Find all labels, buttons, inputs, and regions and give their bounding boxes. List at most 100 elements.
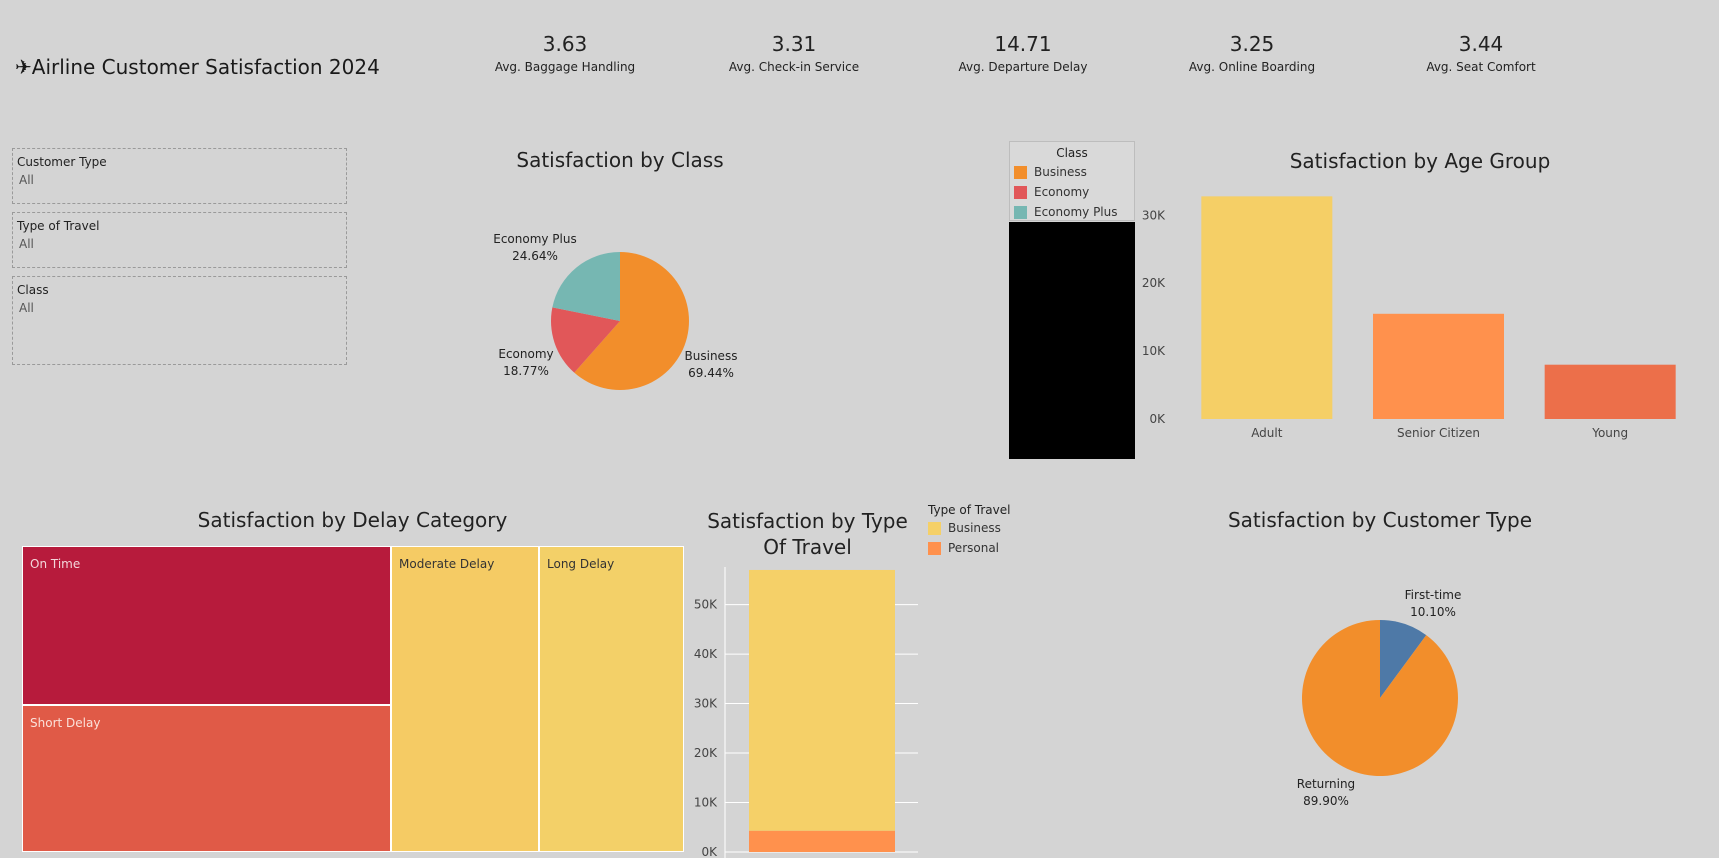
legend-item-business[interactable]: Business <box>1014 162 1118 182</box>
legend-swatch <box>928 521 941 535</box>
legend-label: Business <box>948 521 1001 535</box>
class-legend-items: Business Economy Economy Plus <box>1014 162 1118 222</box>
legend-swatch <box>1014 205 1027 219</box>
customer-pie-label-first-time: First-time 10.10% <box>1397 587 1469 621</box>
kpi-label: Avg. Online Boarding <box>1188 60 1316 74</box>
y-tick-label: 40K <box>694 647 718 661</box>
x-tick-label: Young <box>1591 426 1628 440</box>
pie-slice-business[interactable] <box>574 252 689 390</box>
slice-name: Economy <box>498 347 554 361</box>
filter-class[interactable]: Class All <box>12 276 347 365</box>
pie-slice-returning[interactable] <box>1302 620 1458 776</box>
filter-value[interactable]: All <box>19 301 34 315</box>
filter-value[interactable]: All <box>19 173 34 187</box>
age-bar-title: Satisfaction by Age Group <box>1289 149 1551 173</box>
slice-pct: 24.64% <box>512 249 558 263</box>
travel-bar-chart: 0K 10K 20K 30K 40K 50K <box>694 567 918 858</box>
slice-name: Economy Plus <box>493 232 577 246</box>
kpi-label: Avg. Departure Delay <box>958 60 1088 74</box>
kpi-label: Avg. Seat Comfort <box>1426 60 1536 74</box>
filter-type-of-travel[interactable]: Type of Travel All <box>12 212 347 268</box>
kpi-value: 3.44 <box>1458 32 1504 56</box>
filter-customer-type[interactable]: Customer Type All <box>12 148 347 204</box>
treemap-cell-moderate-delay[interactable]: Moderate Delay <box>392 547 538 851</box>
kpi-departure-delay: 14.71 Avg. Departure Delay <box>923 32 1123 74</box>
legend-label: Business <box>1034 165 1087 179</box>
treemap-cell-on-time[interactable]: On Time <box>23 547 390 704</box>
dashboard-title: ✈Airline Customer Satisfaction 2024 <box>15 55 380 79</box>
bar-adult[interactable] <box>1201 196 1333 419</box>
customer-pie-title: Satisfaction by Customer Type <box>1227 508 1533 532</box>
kpi-value: 3.25 <box>1229 32 1275 56</box>
slice-pct: 89.90% <box>1303 794 1349 808</box>
kpi-value: 3.31 <box>771 32 817 56</box>
bar-segment-business[interactable] <box>749 569 895 831</box>
y-tick-label: 0K <box>701 845 718 858</box>
legend-item-economy-plus[interactable]: Economy Plus <box>1014 202 1118 222</box>
slice-name: Returning <box>1296 777 1356 791</box>
customer-pie-chart <box>1302 620 1458 776</box>
y-tick-label: 10K <box>1142 344 1166 358</box>
slice-name: First-time <box>1404 588 1462 602</box>
treemap-label: Moderate Delay <box>399 557 495 571</box>
legend-item-business[interactable]: Business <box>928 518 1010 538</box>
kpi-value: 14.71 <box>994 32 1052 56</box>
filter-label: Type of Travel <box>17 219 100 233</box>
class-pie-label-economy: Economy 18.77% <box>491 346 561 380</box>
slice-pct: 69.44% <box>688 366 734 380</box>
y-tick-label: 50K <box>694 598 718 612</box>
pie-slice-first-time[interactable] <box>1380 620 1427 698</box>
legend-label: Economy <box>1034 185 1090 199</box>
kpi-checkin-service: 3.31 Avg. Check-in Service <box>694 32 894 74</box>
customer-pie-label-returning: Returning 89.90% <box>1290 776 1362 810</box>
bar-senior-citizen[interactable] <box>1373 313 1504 419</box>
slice-pct: 10.10% <box>1410 605 1456 619</box>
bar-segment-personal[interactable] <box>749 830 895 852</box>
treemap-cell-short-delay[interactable]: Short Delay <box>23 706 390 851</box>
kpi-online-boarding: 3.25 Avg. Online Boarding <box>1152 32 1352 74</box>
class-pie-title: Satisfaction by Class <box>516 148 724 172</box>
filter-value[interactable]: All <box>19 237 34 251</box>
treemap-cell-long-delay[interactable]: Long Delay <box>540 547 683 851</box>
kpi-label: Avg. Baggage Handling <box>494 60 636 74</box>
legend-item-personal[interactable]: Personal <box>928 538 1010 558</box>
kpi-value: 3.63 <box>542 32 588 56</box>
black-panel <box>1009 222 1135 459</box>
treemap-label: On Time <box>30 557 81 571</box>
y-tick-label: 20K <box>1142 276 1166 290</box>
pie-slice-economy-plus[interactable] <box>552 252 620 321</box>
legend-title: Class <box>1056 146 1088 160</box>
kpi-baggage-handling: 3.63 Avg. Baggage Handling <box>465 32 665 74</box>
delay-treemap-title: Satisfaction by Delay Category <box>197 508 508 532</box>
y-tick-label: 10K <box>694 796 718 810</box>
class-pie-label-business: Business 69.44% <box>676 348 746 382</box>
class-pie-chart <box>551 252 689 390</box>
y-tick-label: 30K <box>1142 208 1166 222</box>
kpi-label: Avg. Check-in Service <box>728 60 860 74</box>
travel-legend: Type of Travel Business Personal <box>928 503 1010 558</box>
delay-treemap: On Time Short Delay Moderate Delay Long … <box>22 546 684 852</box>
legend-swatch <box>1014 185 1027 199</box>
legend-swatch <box>1014 165 1027 179</box>
x-tick-label: Senior Citizen <box>1397 426 1480 440</box>
legend-swatch <box>928 541 941 555</box>
travel-legend-items: Business Personal <box>928 518 1010 558</box>
y-tick-label: 20K <box>694 746 718 760</box>
class-legend: Class Business Economy Economy Plus <box>1009 141 1135 221</box>
age-bar-chart: 0K 10K 20K 30K Adult Senior Citizen Young <box>1142 196 1676 440</box>
legend-label: Economy Plus <box>1034 205 1118 219</box>
y-tick-label: 0K <box>1149 412 1166 426</box>
pie-slice-economy[interactable] <box>551 307 620 373</box>
travel-bar-title: Satisfaction by Type Of Travel <box>707 509 908 559</box>
x-tick-label: Adult <box>1251 426 1283 440</box>
slice-pct: 18.77% <box>503 364 549 378</box>
filter-label: Class <box>17 283 49 297</box>
legend-item-economy[interactable]: Economy <box>1014 182 1118 202</box>
kpi-seat-comfort: 3.44 Avg. Seat Comfort <box>1381 32 1581 74</box>
treemap-label: Long Delay <box>547 557 615 571</box>
legend-label: Personal <box>948 541 1000 555</box>
slice-name: Business <box>684 349 738 363</box>
class-pie-label-economy-plus: Economy Plus 24.64% <box>493 231 577 265</box>
bar-young[interactable] <box>1544 364 1676 419</box>
y-tick-label: 30K <box>694 697 718 711</box>
